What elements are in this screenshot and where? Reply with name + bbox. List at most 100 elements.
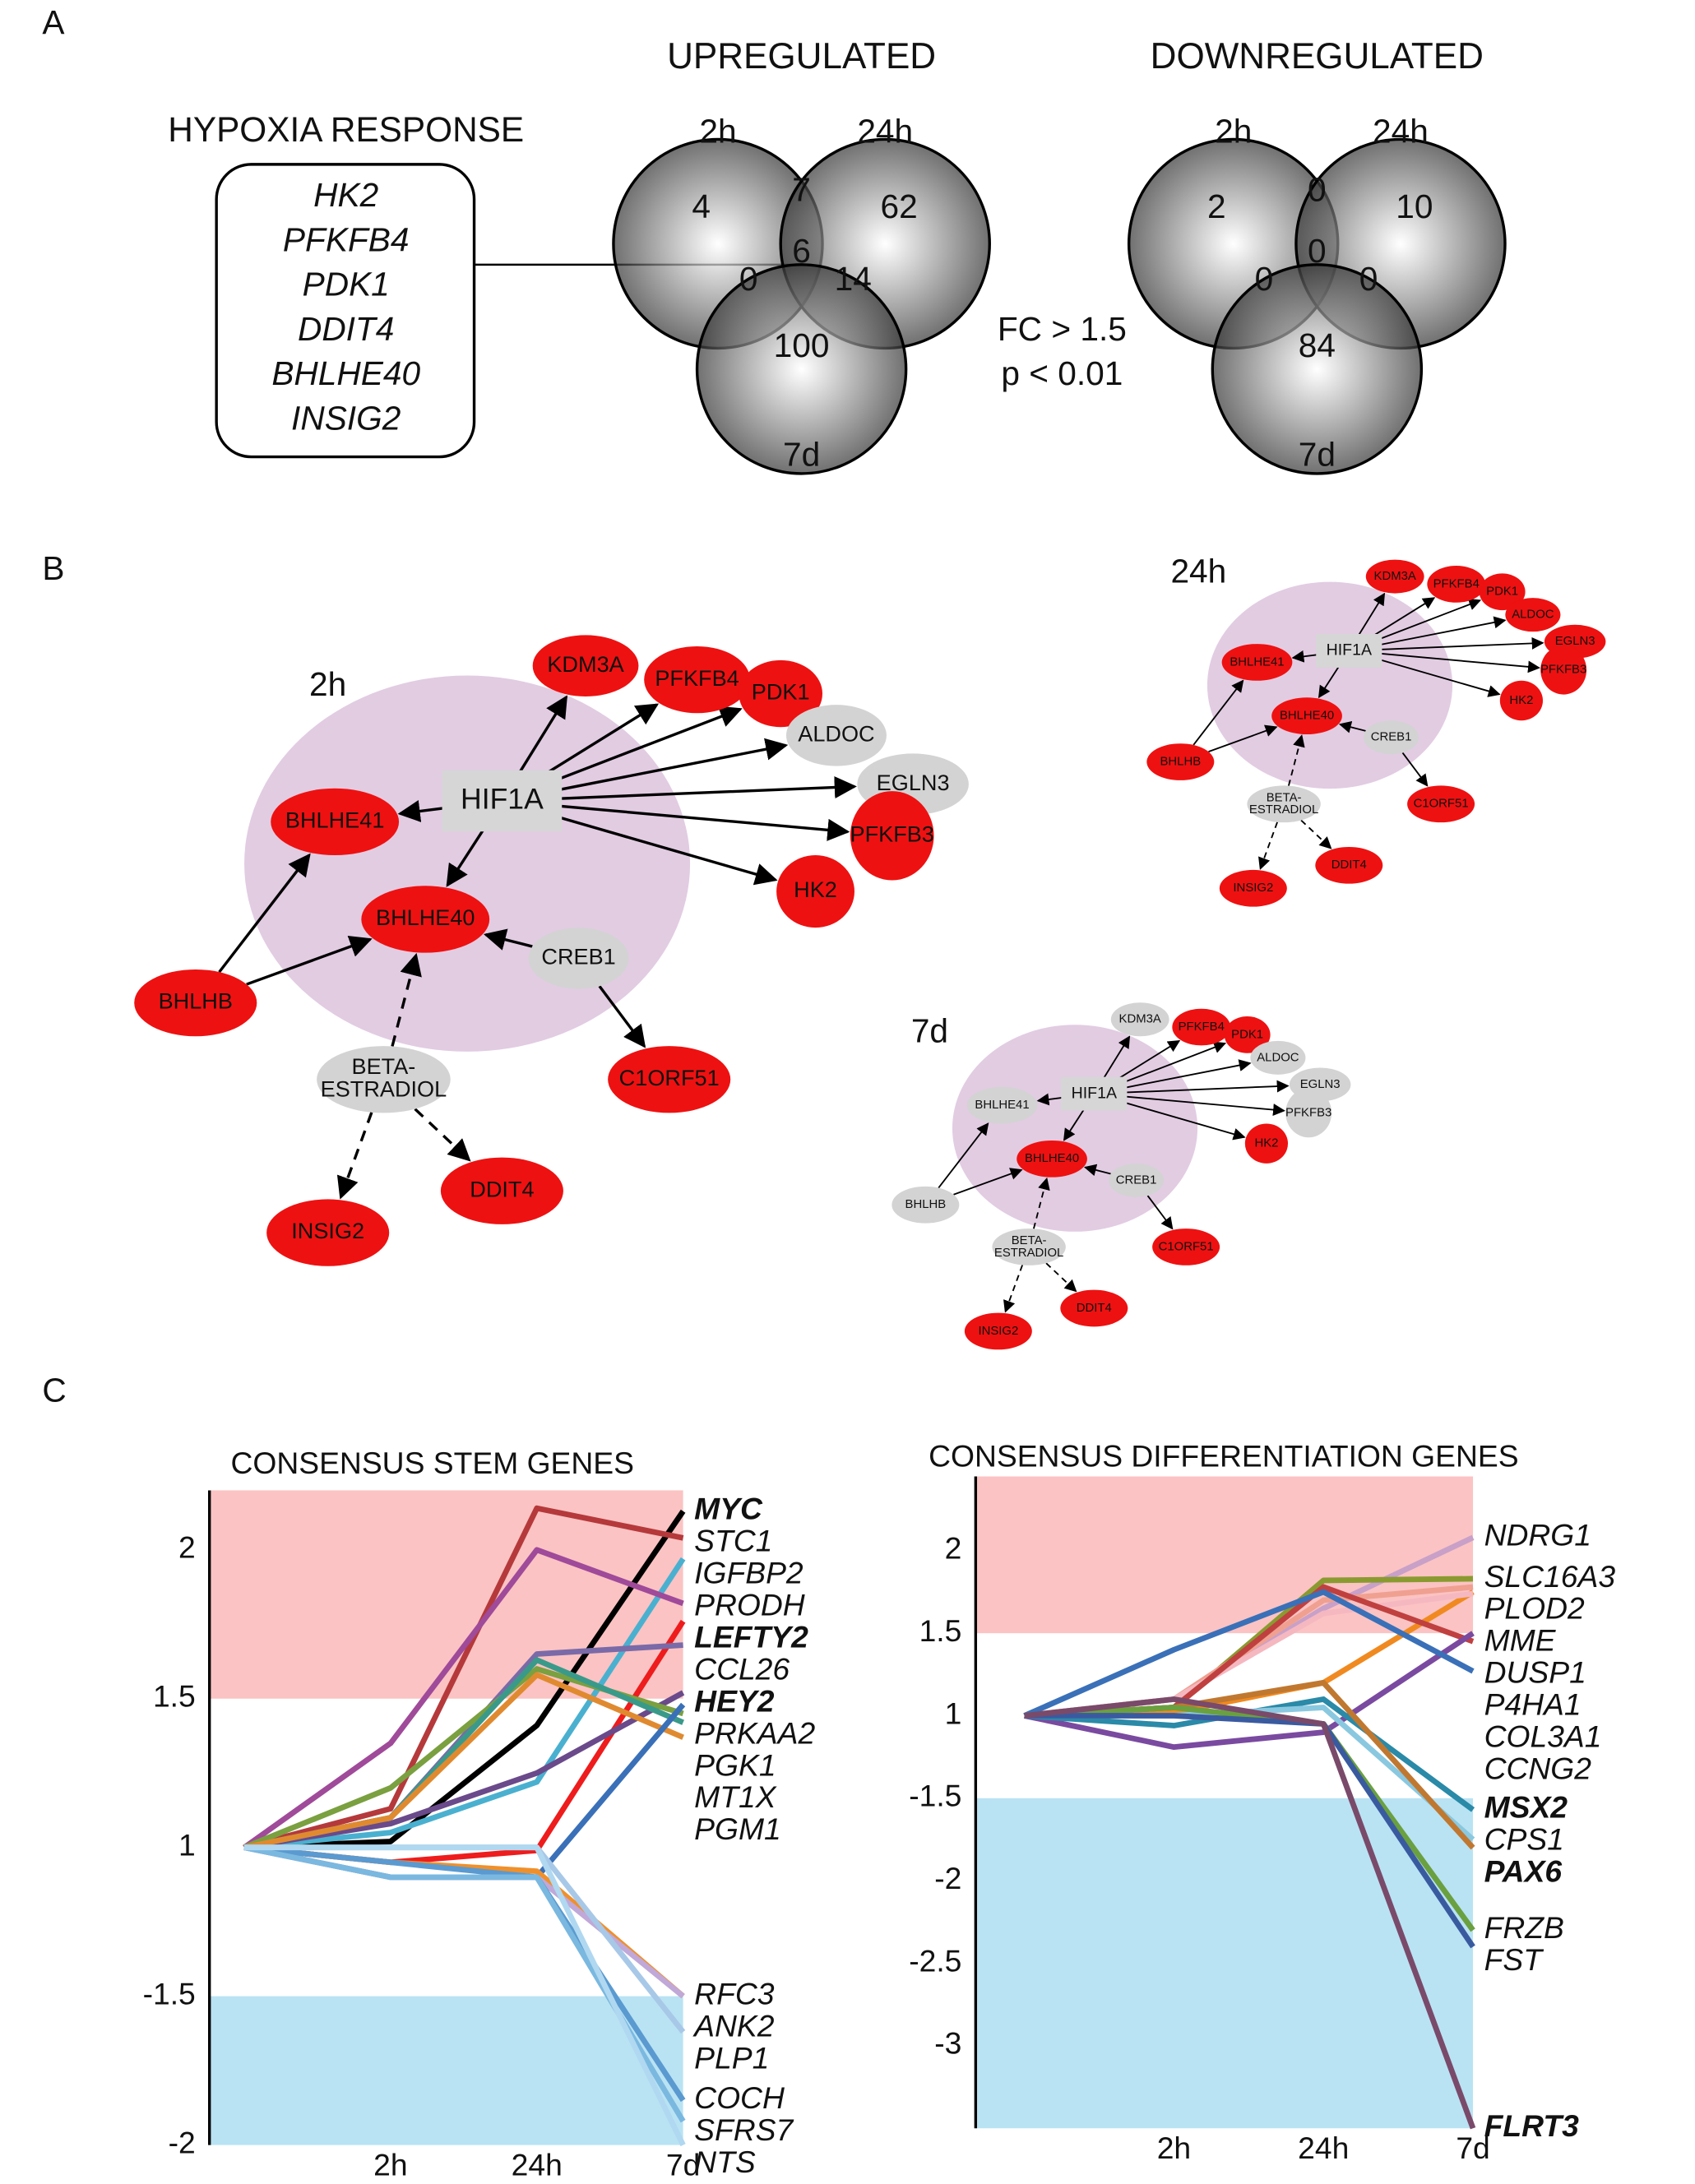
node-label: BETA-ESTRADIOL: [1249, 791, 1318, 817]
series-label: COCH: [694, 2080, 785, 2115]
series-label: FLRT3: [1484, 2108, 1579, 2143]
edge: [1382, 636, 1544, 650]
node-label: BHLHE40: [1025, 1152, 1079, 1165]
edge: [553, 814, 778, 886]
node-label: CREB1: [1116, 1173, 1157, 1187]
x-tick-label: 24h: [512, 2148, 563, 2182]
node-label: CREB1: [1371, 731, 1412, 744]
network-label: 2h: [309, 665, 346, 703]
node-label: INSIG2: [978, 1325, 1018, 1338]
series-label: SLC16A3: [1484, 1559, 1616, 1594]
series-line: [243, 1690, 685, 1851]
network-node: [964, 1312, 1032, 1350]
series-label: PGM1: [694, 1812, 781, 1846]
y-tick-label: 2: [945, 1531, 962, 1566]
venn-count: 0: [739, 260, 758, 298]
series-label: SFRS7: [694, 2112, 794, 2147]
series-label: MYC: [694, 1492, 763, 1526]
series-line: [243, 1505, 684, 1850]
node-label: HK2: [794, 877, 837, 902]
venn-count: 10: [1396, 187, 1433, 225]
network-node: [440, 1157, 563, 1224]
node-label: DDIT4: [1331, 858, 1367, 872]
node-label: BHLHB: [159, 988, 233, 1014]
network-node: [891, 1186, 960, 1224]
panel-label: B: [42, 549, 64, 587]
edge: [1358, 592, 1386, 636]
venn-count: 14: [835, 260, 872, 298]
network-node: [317, 1046, 451, 1113]
series-line: [1024, 1696, 1476, 2130]
series-line: [1024, 1713, 1475, 1949]
series-label: PAX6: [1484, 1854, 1563, 1889]
network-node: [1146, 743, 1215, 780]
node-label: PDK1: [752, 679, 810, 705]
venn-set-label: 7d: [1299, 435, 1336, 473]
node-label: PFKFB4: [1433, 577, 1480, 590]
band: [975, 1798, 1474, 2129]
venn-set-label: 7d: [783, 435, 820, 473]
series-label: CCNG2: [1484, 1751, 1592, 1786]
series-label: STC1: [694, 1524, 772, 1558]
node-label-line: ESTRADIOL: [321, 1076, 447, 1101]
y-tick-label: -2.5: [909, 1943, 961, 1978]
network-node: [1540, 645, 1587, 695]
node-label: HK2: [1254, 1137, 1278, 1150]
y-tick-label: 1: [945, 1696, 962, 1730]
node-label: PDK1: [1486, 585, 1518, 599]
edge: [1401, 752, 1429, 787]
node-label: DDIT4: [470, 1176, 534, 1201]
node-label-line: BETA-: [1012, 1234, 1047, 1247]
edge: [1379, 616, 1507, 646]
network-node: [739, 659, 823, 728]
network-node: [992, 1228, 1066, 1266]
node-label: KDM3A: [1374, 570, 1416, 583]
network-node: [1221, 644, 1293, 681]
series-label: PRKAA2: [694, 1715, 815, 1750]
venn-count: 6: [792, 232, 811, 270]
node-label: INSIG2: [291, 1218, 364, 1243]
series-label: PLOD2: [1484, 1591, 1585, 1626]
x-tick-label: 7d: [666, 2148, 700, 2182]
series-line: [1024, 1705, 1475, 1932]
series-label: RFC3: [694, 1976, 775, 2010]
node-label: BETA-ESTRADIOL: [994, 1234, 1063, 1260]
node-label: EGLN3: [877, 770, 950, 795]
edge: [1114, 1039, 1181, 1082]
edge: [561, 804, 850, 841]
node-label: BHLHE40: [376, 905, 475, 930]
edge: [246, 935, 373, 986]
node-label: HK2: [1509, 694, 1533, 707]
network-label: 7d: [911, 1012, 948, 1050]
node-label: HIF1A: [1072, 1084, 1117, 1102]
node-label: BHLHB: [1160, 755, 1202, 768]
network-node: [532, 635, 639, 696]
edge: [1300, 819, 1332, 849]
venn-title: DOWNREGULATED: [1151, 36, 1484, 76]
network-region: [1206, 581, 1453, 789]
series-label: MSX2: [1484, 1790, 1568, 1825]
edge: [1146, 1195, 1174, 1230]
series-line: [243, 1672, 684, 1851]
y-tick-label: -1.5: [909, 1779, 961, 1813]
node-label: C1ORF51: [1159, 1240, 1214, 1253]
network-node: [1285, 1088, 1332, 1138]
network-node: [442, 770, 563, 832]
series-line: [243, 1844, 686, 2103]
edge: [1338, 721, 1366, 733]
network-region: [952, 1025, 1198, 1232]
node-label: ALDOC: [1512, 608, 1554, 622]
node-label: BHLHE40: [1280, 710, 1334, 723]
edge: [1258, 821, 1278, 870]
series-line: [243, 1557, 686, 1851]
venn-set-label: 24h: [857, 112, 913, 150]
node-label: DDIT4: [1077, 1302, 1112, 1315]
series-label: PLP1: [694, 2040, 769, 2075]
node-label: PFKFB3: [1285, 1106, 1331, 1119]
network-node: [1017, 1140, 1087, 1178]
y-tick-label: 1: [178, 1828, 196, 1862]
node-label: EGLN3: [1555, 635, 1595, 648]
network-node: [1479, 573, 1526, 611]
edge: [1003, 1265, 1024, 1313]
network-region: [244, 675, 691, 1052]
